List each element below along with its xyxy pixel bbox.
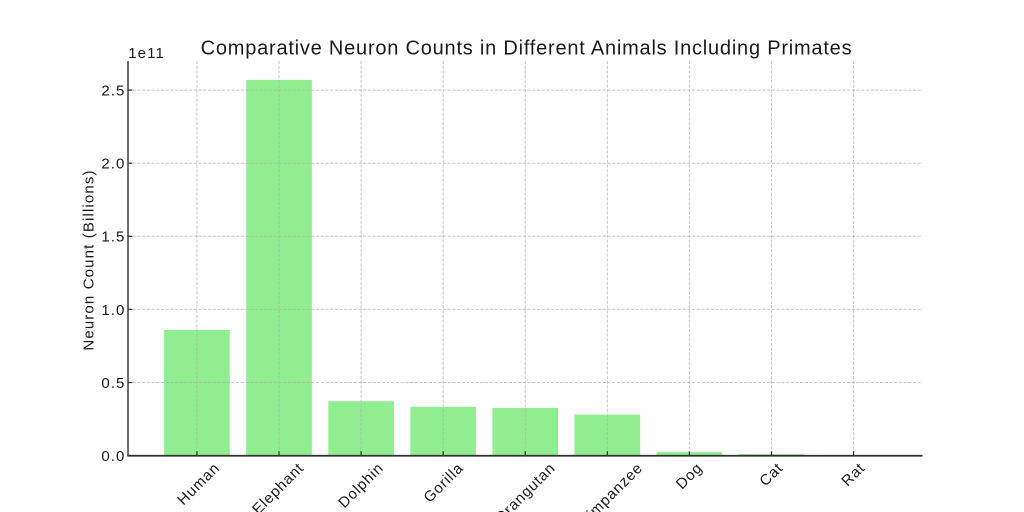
svg-text:1.0: 1.0 bbox=[101, 302, 125, 319]
svg-text:1e11: 1e11 bbox=[128, 45, 165, 62]
svg-text:2.5: 2.5 bbox=[101, 82, 125, 99]
svg-text:1.5: 1.5 bbox=[101, 229, 125, 246]
svg-text:0.0: 0.0 bbox=[101, 448, 125, 465]
svg-text:2.0: 2.0 bbox=[101, 156, 125, 173]
svg-text:0.5: 0.5 bbox=[101, 375, 125, 392]
svg-text:Comparative Neuron Counts in D: Comparative Neuron Counts in Different A… bbox=[201, 37, 853, 59]
svg-text:Neuron Count (Billions): Neuron Count (Billions) bbox=[81, 169, 98, 350]
